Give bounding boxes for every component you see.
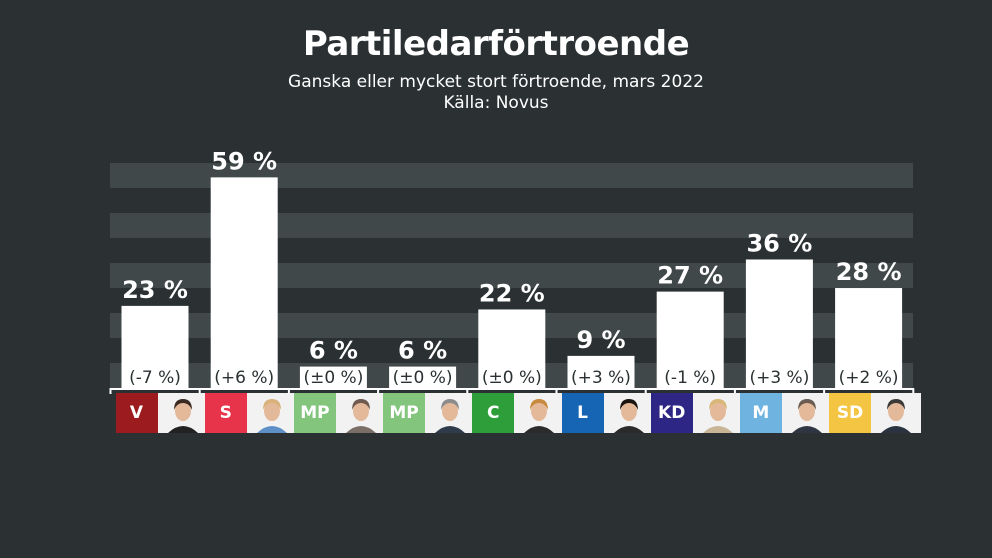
bar-change-label: (-7 %): [129, 368, 181, 388]
bar-value-label: 6 %: [398, 337, 447, 365]
chart-title: Partiledarförtroende: [302, 24, 690, 64]
bar-sd-8: [835, 288, 903, 388]
bar-value-label: 9 %: [576, 326, 625, 354]
bar-change-label: (+2 %): [839, 368, 899, 388]
subtitle-source: Källa: Novus: [443, 93, 549, 113]
bar-value-label: 6 %: [309, 337, 358, 365]
bar-change-label: (±0 %): [393, 368, 453, 388]
bar-value-label: 36 %: [746, 229, 812, 257]
bar-kd-6: [656, 291, 724, 388]
bar-c-4: [478, 309, 546, 388]
chart-subtitle: Ganska eller mycket stort förtroende, ma…: [0, 72, 992, 114]
bar-value-label: 59 %: [211, 147, 277, 175]
bar-value-label: 28 %: [836, 258, 902, 286]
bar-v-0: [121, 305, 189, 388]
bar-value-label: 22 %: [479, 279, 545, 307]
bar-change-label: (+3 %): [571, 368, 631, 388]
bar-value-label: 23 %: [122, 276, 188, 304]
bar-l-5: [567, 355, 635, 388]
bar-change-label: (-1 %): [664, 368, 716, 388]
bar-change-label: (+3 %): [749, 368, 809, 388]
bar-s-1: [210, 177, 278, 388]
bar-m-7: [745, 259, 813, 388]
bar-change-label: (+6 %): [214, 368, 274, 388]
bar-change-label: (±0 %): [482, 368, 542, 388]
bar-value-label: 27 %: [657, 262, 723, 290]
subtitle-description: Ganska eller mycket stort förtroende, ma…: [288, 72, 704, 92]
bar-change-label: (±0 %): [303, 368, 363, 388]
bar-mp-3: [389, 366, 457, 388]
bar-mp-2: [299, 366, 367, 388]
